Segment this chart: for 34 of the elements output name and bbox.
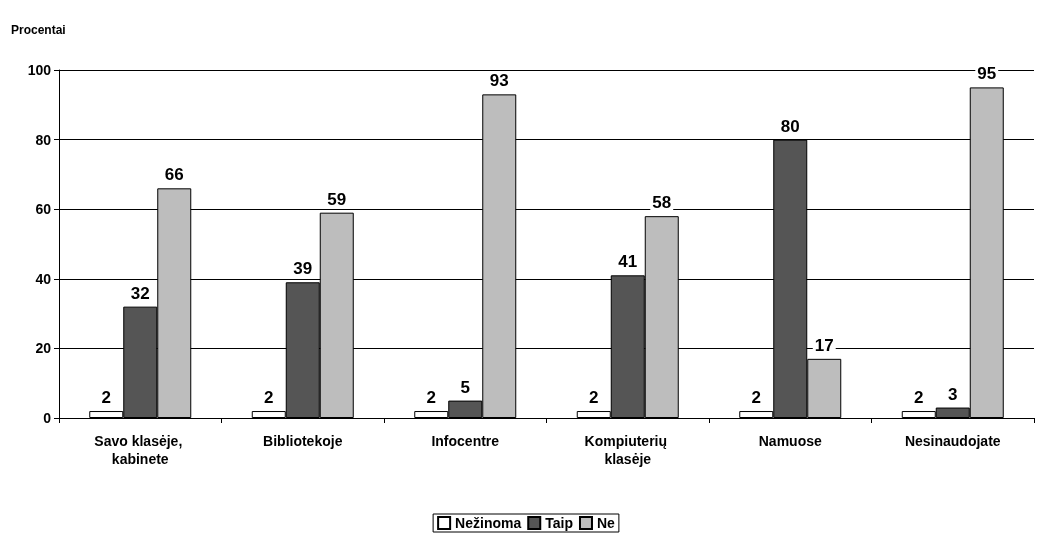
data-label: 39 (293, 259, 313, 279)
y-tick-label: 40 (35, 270, 52, 287)
data-label: 2 (914, 388, 924, 408)
data-label: 2 (264, 388, 274, 408)
legend-label: Ne (596, 515, 616, 531)
data-label: 17 (814, 335, 834, 355)
data-label: 59 (327, 189, 347, 209)
x-tick-label: Infocentre (431, 433, 500, 449)
data-label: 41 (618, 252, 638, 272)
legend-label: Taip (545, 515, 573, 531)
y-axis-title: Procentai (11, 23, 66, 37)
data-label: 58 (652, 193, 672, 213)
y-tick-label: 80 (35, 131, 52, 148)
y-tick-label: 100 (27, 62, 52, 78)
data-label: 5 (460, 377, 470, 397)
data-label: 93 (489, 71, 509, 91)
y-tick-label: 0 (43, 410, 52, 426)
data-label: 2 (101, 388, 111, 408)
y-tick-label: 60 (35, 201, 52, 218)
data-label: 3 (948, 384, 958, 404)
data-label: 80 (780, 116, 800, 136)
data-label: 66 (164, 165, 184, 185)
legend-label: Nežinoma (455, 515, 522, 531)
x-tick-label: Bibliotekoje (263, 433, 343, 449)
data-label: 32 (130, 283, 150, 303)
y-tick-label: 20 (35, 340, 52, 357)
x-tick-label: Namuose (758, 433, 822, 449)
data-label: 2 (751, 388, 761, 408)
x-tick-label: Nesinaudojate (904, 433, 1001, 449)
data-label: 2 (589, 388, 599, 408)
data-label: 95 (977, 64, 997, 84)
x-tick-label: Kompiuterių klasėje (584, 433, 671, 467)
data-label: 2 (426, 388, 436, 408)
x-tick-label: Savo klasėje, kabinete (94, 433, 187, 467)
